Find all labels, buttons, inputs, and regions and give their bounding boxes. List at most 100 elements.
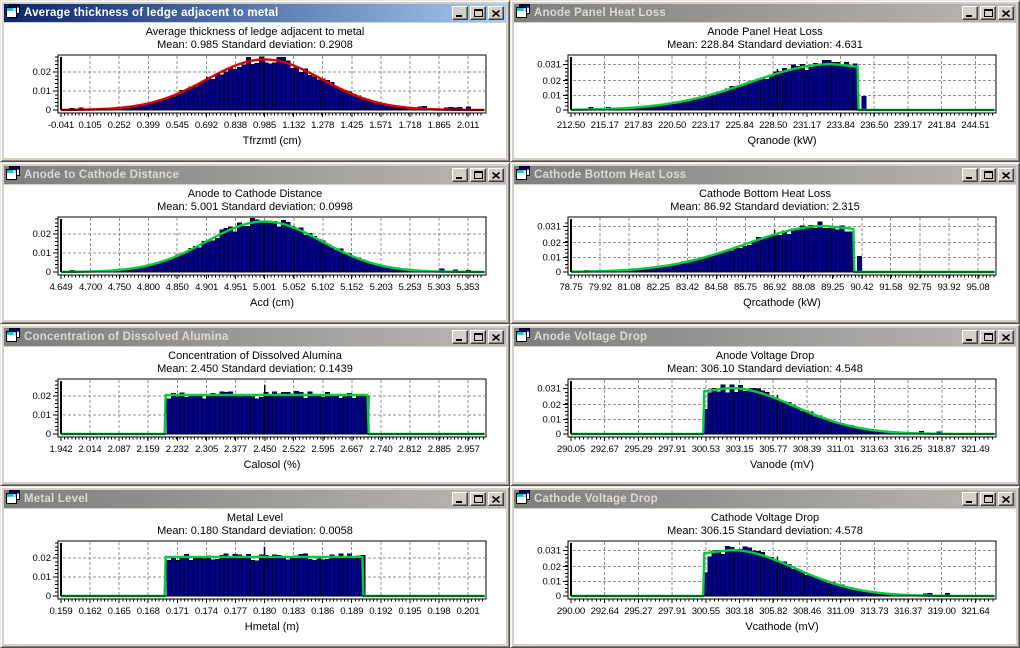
cascading-windows-icon[interactable] <box>6 489 20 509</box>
svg-text:81.08: 81.08 <box>618 282 641 293</box>
close-button[interactable] <box>998 330 1014 344</box>
svg-text:84.58: 84.58 <box>705 282 728 293</box>
minimize-button[interactable] <box>962 168 978 182</box>
y-axis-ticks <box>53 380 58 435</box>
svg-text:0: 0 <box>46 105 51 116</box>
y-axis-labels: 0 0.01 0.02 0.031 <box>537 222 561 279</box>
maximize-button[interactable] <box>470 168 486 182</box>
y-axis-labels: 0 0.01 0.02 <box>33 391 52 440</box>
chart-stats: Mean: 0.985 Standard deviation: 0.2908 <box>157 39 353 51</box>
svg-text:0.01: 0.01 <box>33 572 52 583</box>
svg-text:220.50: 220.50 <box>658 120 686 131</box>
window-7: Metal Level Metal Level Mean: 0.180 Stan… <box>0 486 510 648</box>
minimize-button[interactable] <box>452 330 468 344</box>
svg-text:295.27: 295.27 <box>624 606 652 617</box>
close-button[interactable] <box>488 168 504 182</box>
chart-title: Anode Panel Heat Loss <box>707 26 823 38</box>
window-titlebar[interactable]: Cathode Voltage Drop <box>514 489 1016 509</box>
svg-text:0.02: 0.02 <box>33 229 52 240</box>
svg-text:0.183: 0.183 <box>282 606 305 617</box>
svg-text:0.252: 0.252 <box>108 120 131 131</box>
chart-panel: Concentration of Dissolved Alumina Mean:… <box>4 347 506 482</box>
close-button[interactable] <box>998 6 1014 20</box>
window-titlebar[interactable]: Anode Voltage Drop <box>514 327 1016 347</box>
close-button[interactable] <box>998 168 1014 182</box>
window-titlebar[interactable]: Anode Panel Heat Loss <box>514 3 1016 23</box>
svg-text:1.942: 1.942 <box>49 444 72 455</box>
window-5: Concentration of Dissolved Alumina Conce… <box>0 324 510 486</box>
minimize-button[interactable] <box>452 168 468 182</box>
window-titlebar[interactable]: Cathode Bottom Heat Loss <box>514 165 1016 185</box>
svg-text:223.17: 223.17 <box>692 120 720 131</box>
close-button[interactable] <box>998 492 1014 506</box>
svg-text:0.01: 0.01 <box>543 576 562 587</box>
minimize-button[interactable] <box>452 6 468 20</box>
cascading-windows-icon[interactable] <box>516 165 530 185</box>
window-controls <box>960 168 1014 182</box>
x-axis-ticks <box>570 113 994 117</box>
minimize-button[interactable] <box>962 330 978 344</box>
svg-text:1.278: 1.278 <box>311 120 334 131</box>
cascading-windows-icon[interactable] <box>516 3 530 23</box>
x-axis-title: Qranode (kW) <box>747 135 816 147</box>
svg-text:292.64: 292.64 <box>591 606 620 617</box>
maximize-button[interactable] <box>980 492 996 506</box>
svg-text:305.82: 305.82 <box>759 606 787 617</box>
svg-text:2.667: 2.667 <box>340 444 363 455</box>
maximize-button[interactable] <box>470 6 486 20</box>
window-titlebar[interactable]: Concentration of Dissolved Alumina <box>4 327 506 347</box>
svg-text:300.55: 300.55 <box>692 606 720 617</box>
maximize-button[interactable] <box>470 492 486 506</box>
svg-text:2.450: 2.450 <box>253 444 276 455</box>
svg-text:4.850: 4.850 <box>166 282 189 293</box>
window-controls <box>960 330 1014 344</box>
maximize-button[interactable] <box>470 330 486 344</box>
svg-text:0.198: 0.198 <box>427 606 450 617</box>
svg-text:0: 0 <box>46 429 51 440</box>
cascading-windows-icon[interactable] <box>6 165 20 185</box>
chart-panel: Cathode Voltage Drop Mean: 306.15 Standa… <box>514 509 1016 644</box>
svg-text:2.957: 2.957 <box>457 444 480 455</box>
maximize-button[interactable] <box>980 6 996 20</box>
chart-panel: Average thickness of ledge adjacent to m… <box>4 23 506 158</box>
histogram-bars <box>69 56 472 111</box>
window-2: Anode Panel Heat Loss Anode Panel Heat L… <box>510 0 1020 162</box>
chart-panel: Cathode Bottom Heat Loss Mean: 86.92 Sta… <box>514 185 1016 320</box>
maximize-button[interactable] <box>980 330 996 344</box>
window-title: Anode Voltage Drop <box>534 331 648 343</box>
chart-title: Metal Level <box>226 512 284 524</box>
svg-text:0.174: 0.174 <box>195 606 219 617</box>
svg-text:2.812: 2.812 <box>398 444 421 455</box>
window-titlebar[interactable]: Average thickness of ledge adjacent to m… <box>4 3 506 23</box>
svg-text:2.595: 2.595 <box>311 444 334 455</box>
y-axis-ticks <box>563 222 568 273</box>
chart-title: Anode Voltage Drop <box>715 350 815 362</box>
window-title: Cathode Bottom Heat Loss <box>534 169 687 181</box>
chart-title: Cathode Bottom Heat Loss <box>698 188 832 200</box>
cascading-windows-icon[interactable] <box>516 489 530 509</box>
svg-text:4.700: 4.700 <box>79 282 102 293</box>
close-button[interactable] <box>488 330 504 344</box>
svg-text:0.159: 0.159 <box>49 606 72 617</box>
minimize-button[interactable] <box>962 6 978 20</box>
cascading-windows-icon[interactable] <box>6 327 20 347</box>
cascading-windows-icon[interactable] <box>6 3 20 23</box>
histogram-plot: 0 0.01 0.02 0.031 212.50 215.17 217.83 220.50 22… <box>537 54 997 147</box>
window-titlebar[interactable]: Metal Level <box>4 489 506 509</box>
window-titlebar[interactable]: Anode to Cathode Distance <box>4 165 506 185</box>
svg-text:212.50: 212.50 <box>557 120 585 131</box>
svg-text:0.189: 0.189 <box>340 606 363 617</box>
close-button[interactable] <box>488 6 504 20</box>
maximize-button[interactable] <box>980 168 996 182</box>
close-button[interactable] <box>488 492 504 506</box>
svg-text:2.522: 2.522 <box>282 444 305 455</box>
svg-text:318.87: 318.87 <box>928 444 956 455</box>
minimize-button[interactable] <box>452 492 468 506</box>
cascading-windows-icon[interactable] <box>516 327 530 347</box>
minimize-button[interactable] <box>962 492 978 506</box>
svg-text:321.49: 321.49 <box>961 444 989 455</box>
svg-text:5.353: 5.353 <box>456 282 479 293</box>
svg-text:5.203: 5.203 <box>370 282 393 293</box>
svg-text:0.02: 0.02 <box>33 67 52 78</box>
svg-text:85.75: 85.75 <box>734 282 757 293</box>
